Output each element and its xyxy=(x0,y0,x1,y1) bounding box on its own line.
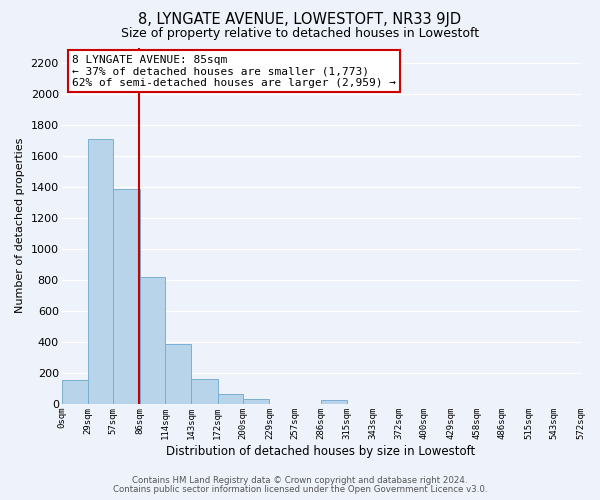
Bar xyxy=(165,344,191,404)
Bar xyxy=(62,380,88,404)
Bar xyxy=(140,277,165,404)
X-axis label: Distribution of detached houses by size in Lowestoft: Distribution of detached houses by size … xyxy=(166,444,476,458)
Text: Contains HM Land Registry data © Crown copyright and database right 2024.: Contains HM Land Registry data © Crown c… xyxy=(132,476,468,485)
Text: Size of property relative to detached houses in Lowestoft: Size of property relative to detached ho… xyxy=(121,28,479,40)
Bar xyxy=(243,400,269,404)
Text: 8 LYNGATE AVENUE: 85sqm
← 37% of detached houses are smaller (1,773)
62% of semi: 8 LYNGATE AVENUE: 85sqm ← 37% of detache… xyxy=(72,54,396,88)
Y-axis label: Number of detached properties: Number of detached properties xyxy=(15,138,25,314)
Bar xyxy=(191,379,218,404)
Text: Contains public sector information licensed under the Open Government Licence v3: Contains public sector information licen… xyxy=(113,485,487,494)
Bar xyxy=(88,139,113,404)
Bar xyxy=(218,394,243,404)
Bar xyxy=(113,188,140,404)
Bar xyxy=(321,400,347,404)
Text: 8, LYNGATE AVENUE, LOWESTOFT, NR33 9JD: 8, LYNGATE AVENUE, LOWESTOFT, NR33 9JD xyxy=(139,12,461,27)
